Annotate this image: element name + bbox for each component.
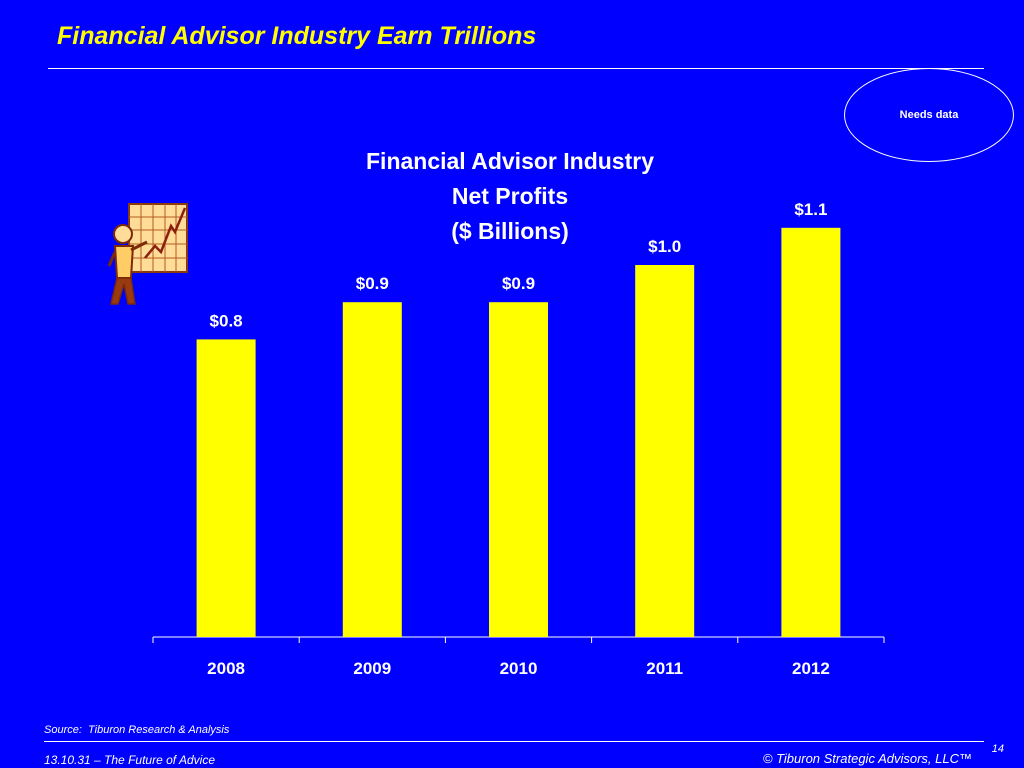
x-tick-label-2012: 2012 bbox=[792, 659, 830, 678]
data-label-2009: $0.9 bbox=[356, 274, 389, 293]
chart-title-line-3: ($ Billions) bbox=[451, 218, 569, 244]
needs-data-badge: Needs data bbox=[844, 68, 1014, 162]
needs-data-label: Needs data bbox=[899, 109, 959, 121]
source-note: Source: Tiburon Research & Analysis bbox=[44, 724, 230, 736]
man-presenting-rising-chart-icon bbox=[107, 203, 188, 305]
chart-title-line-1: Financial Advisor Industry bbox=[366, 148, 654, 174]
footer-divider bbox=[44, 741, 984, 742]
title-divider bbox=[48, 68, 984, 69]
slide-title: Financial Advisor Industry Earn Trillion… bbox=[57, 22, 537, 50]
x-tick-label-2011: 2011 bbox=[646, 659, 683, 678]
bar-2010 bbox=[489, 302, 548, 637]
bar-2009 bbox=[342, 302, 402, 637]
data-label-2012: $1.1 bbox=[794, 200, 827, 219]
x-tick-label-2010: 2010 bbox=[500, 659, 538, 678]
x-tick-label-2008: 2008 bbox=[207, 659, 245, 678]
bar-2008 bbox=[196, 339, 256, 637]
footer-date-title: 13.10.31 – The Future of Advice bbox=[44, 753, 215, 767]
footer-copyright: © Tiburon Strategic Advisors, LLC™ bbox=[762, 751, 972, 766]
bar-2012 bbox=[781, 227, 841, 638]
data-label-2011: $1.0 bbox=[648, 237, 681, 256]
data-label-2010: $0.9 bbox=[502, 274, 535, 293]
x-tick-label-2009: 2009 bbox=[353, 659, 391, 678]
chart-title: Financial Advisor Industry Net Profits (… bbox=[300, 144, 720, 249]
bar-2011 bbox=[635, 265, 695, 637]
page-number: 14 bbox=[991, 743, 1004, 755]
data-label-2008: $0.8 bbox=[210, 311, 243, 330]
chart-title-line-2: Net Profits bbox=[451, 183, 569, 209]
